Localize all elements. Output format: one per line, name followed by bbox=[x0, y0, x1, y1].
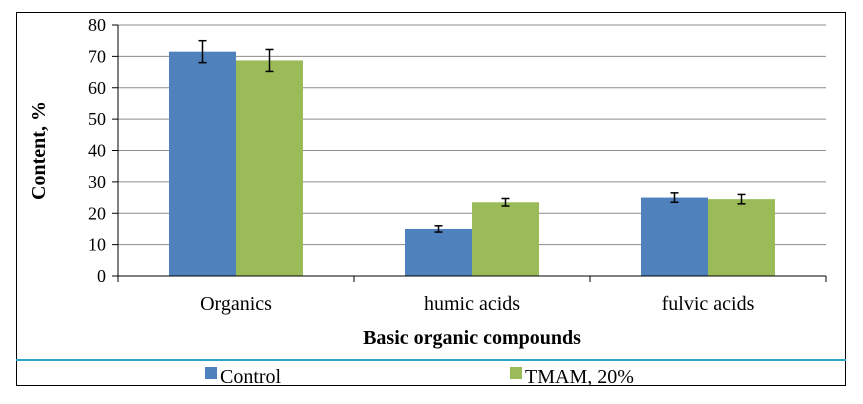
x-axis-title: Basic organic compounds bbox=[363, 327, 581, 349]
bar-control bbox=[169, 51, 236, 277]
x-category-label: Organics bbox=[200, 293, 272, 315]
bars bbox=[169, 51, 775, 277]
y-tick-label: 70 bbox=[88, 46, 106, 66]
bar-tmam-20 bbox=[708, 199, 775, 276]
legend-swatch bbox=[205, 367, 217, 379]
y-axis-title: Content, % bbox=[28, 101, 50, 200]
y-tick-label: 80 bbox=[88, 15, 106, 35]
y-tick-label: 10 bbox=[88, 235, 106, 255]
bar-tmam-20 bbox=[472, 202, 539, 276]
y-tick-label: 20 bbox=[88, 203, 106, 223]
legend-label: TMAM, 20% bbox=[525, 366, 634, 388]
legend-label: Control bbox=[220, 366, 282, 388]
x-category-label: humic acids bbox=[424, 293, 520, 315]
y-tick-label: 0 bbox=[97, 266, 106, 286]
x-category-label: fulvic acids bbox=[662, 293, 755, 315]
legend-separator bbox=[16, 359, 846, 361]
y-tick-labels: 0 10 20 30 40 50 60 70 80 bbox=[88, 15, 118, 286]
y-tick-label: 40 bbox=[88, 141, 106, 161]
bar-control bbox=[641, 197, 708, 276]
y-tick-label: 60 bbox=[88, 78, 106, 98]
bar-control bbox=[405, 228, 472, 276]
y-tick-label: 50 bbox=[88, 109, 106, 129]
x-category-labels: Organics humic acids fulvic acids bbox=[200, 293, 755, 315]
bar-tmam-20 bbox=[236, 60, 303, 276]
legend: Control TMAM, 20% bbox=[205, 366, 634, 388]
legend-swatch bbox=[510, 367, 522, 379]
error-bars bbox=[198, 39, 746, 233]
y-tick-label: 30 bbox=[88, 172, 106, 192]
